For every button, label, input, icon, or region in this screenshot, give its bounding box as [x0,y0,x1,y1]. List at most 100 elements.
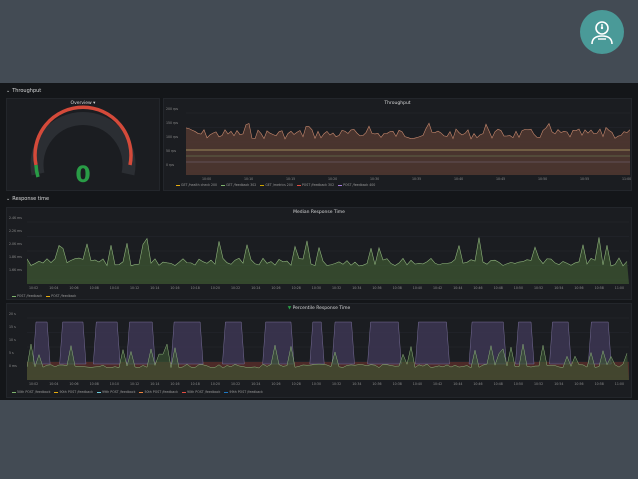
legend-label: GET /feedback 302 [226,183,257,187]
legend-label: POST /feedback [51,294,77,298]
legend-label: 50th POST /feedback [144,390,178,394]
median-panel[interactable]: Median Response Time 2.4K ms 2.2K ms 2.0K … [6,207,632,300]
y-tick-label: 10 s [9,338,16,342]
percentile-block [93,321,121,365]
x-tick-label: 10:10 [109,382,119,386]
x-tick-label: 10:48 [493,382,503,386]
x-tick-label: 10:04 [49,286,59,290]
legend-item[interactable]: 50th POST /feedback [12,390,50,394]
x-tick-label: 10:36 [372,382,382,386]
percentile-block [170,321,204,365]
x-tick-label: 10:12 [130,382,140,386]
legend-item[interactable]: 90th POST /feedback [181,390,220,394]
legend-item[interactable]: GET /health check 200 [176,183,217,187]
y-tick-label: 2.0K ms [9,242,22,246]
x-tick-label: 10:52 [534,382,544,386]
y-tick-label: 0 ms [9,364,17,368]
percentile-block [32,321,51,365]
gauge-red-band [33,105,133,166]
percentile-block [331,321,355,365]
x-tick-label: 10:08 [89,286,99,290]
throughput-panel[interactable]: Throughput 200 rps 150 rps 100 rps 50 rps 0 … [163,98,632,191]
legend-label: 99th POST /feedback [229,390,263,394]
x-tick-label: 10:24 [251,286,261,290]
x-tick-label: 10:40 [454,177,464,181]
throughput-area [186,123,630,175]
legend-item[interactable]: 50th POST /feedback [139,390,178,394]
x-tick-label: 10:30 [370,177,380,181]
percentile-block [415,321,450,365]
y-tick-label: 1.8K ms [9,255,22,259]
legend-swatch [12,391,16,393]
x-tick-label: 10:18 [190,286,200,290]
x-tick-label: 10:40 [412,286,422,290]
x-tick-label: 10:34 [352,382,362,386]
legend-swatch [12,295,16,297]
x-tick-label: 10:30 [311,286,321,290]
legend-item[interactable]: POST /feedback 302 [296,183,335,187]
throughput-title: Throughput [384,101,411,106]
legend-item[interactable]: GET /metrics 200 [260,183,293,187]
median-area [27,237,629,284]
legend-label: POST /feedback 302 [301,183,335,187]
legend-item[interactable]: POST /feedback [46,294,76,298]
legend-swatch [181,391,186,393]
y-tick-label: 20 s [9,312,16,316]
x-tick-label: 10:52 [534,286,544,290]
x-tick-label: 10:42 [433,382,443,386]
legend-label: GET /metrics 200 [265,183,293,187]
gauge-green-band [34,164,40,178]
percentile-panel[interactable]: ▼ Percentile Response Time 20 s 15 s 10 s 5… [6,303,632,398]
x-tick-label: 10:50 [513,286,523,290]
y-tick-label: 0 rps [166,163,175,167]
percentile-green-line [27,343,628,369]
legend-label: 50th POST /feedback [17,390,51,394]
row-response-time[interactable]: ⌄ Response time [6,196,49,202]
percentile-chart [27,317,629,380]
row-title-throughput: Throughput [12,88,42,94]
legend-swatch [139,391,144,393]
gauge-panel[interactable]: Overview ▾ 0 [6,98,160,191]
x-tick-label: 10:06 [69,286,79,290]
x-tick-label: 10:02 [29,286,39,290]
x-tick-label: 10:54 [554,382,564,386]
x-tick-label: 10:55 [580,177,590,181]
x-tick-label: 10:28 [291,382,301,386]
median-line [27,237,628,267]
percentile-block [126,321,156,365]
legend-item[interactable]: 99th POST /feedback [96,390,136,394]
throughput-chart [186,112,630,175]
x-tick-label: 10:48 [493,286,503,290]
y-tick-label: 150 rps [166,121,179,125]
x-tick-label: 11:00 [622,177,632,181]
percentile-block [549,321,572,365]
x-tick-label: 11:00 [614,286,624,290]
x-tick-label: 10:36 [372,286,382,290]
legend-label: 99th POST /feedback [101,390,136,394]
legend-item[interactable]: POST /feedback [12,294,42,298]
legend-item[interactable]: 99th POST /feedback [224,390,263,394]
x-tick-label: 10:22 [231,286,241,290]
x-tick-label: 10:54 [554,286,564,290]
legend-item[interactable]: GET /feedback 302 [221,183,256,187]
gauge-panel-title[interactable]: Overview ▾ [70,101,96,106]
x-tick-label: 10:38 [392,286,402,290]
legend-swatch [338,184,343,186]
legend-swatch [224,391,229,393]
median-legend: POST /feedback POST /feedback [12,294,76,298]
x-tick-label: 10:46 [473,382,483,386]
y-tick-label: 200 rps [166,107,179,111]
y-tick-label: 50 rps [166,149,177,153]
x-tick-label: 10:20 [328,177,338,181]
legend-item[interactable]: 90th POST /feedback [54,390,93,394]
x-tick-label: 10:06 [69,382,79,386]
legend-item[interactable]: POST /feedback 400 [338,183,375,187]
percentile-block [367,321,402,365]
x-tick-label: 10:56 [574,382,584,386]
legend-label: GET /health check 200 [181,183,218,187]
x-tick-label: 10:16 [170,286,180,290]
x-tick-label: 10:10 [109,286,119,290]
y-tick-label: 5 s [9,351,14,355]
logo-badge [580,10,624,54]
row-throughput[interactable]: ⌄ Throughput [6,88,41,94]
